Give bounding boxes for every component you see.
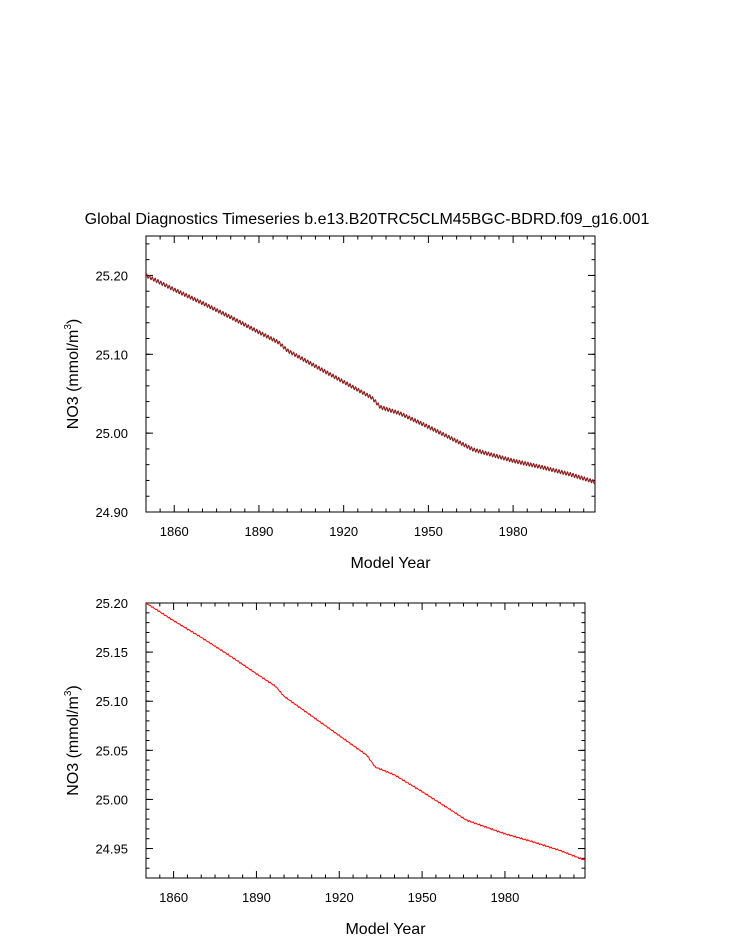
- x-tick-label: 1920: [329, 524, 358, 539]
- y-tick-label: 25.00: [95, 426, 128, 441]
- y-tick-label: 24.90: [95, 505, 128, 520]
- y-tick-label: 25.10: [95, 694, 128, 709]
- x-axis-title: Model Year: [350, 555, 431, 572]
- x-axis-title: Model Year: [345, 921, 426, 938]
- x-tick-label: 1920: [325, 890, 354, 905]
- series-line: [146, 273, 595, 485]
- y-tick-label: 25.00: [95, 792, 128, 807]
- panel-bottom: 1860 1890 1920 1950 1980 24.95 25.00 25.05 25.10…: [63, 596, 586, 938]
- y-tick-label: 25.20: [95, 268, 128, 283]
- x-tick-label: 1890: [242, 890, 271, 905]
- y-tick-label: 25.05: [95, 743, 128, 758]
- series-line: [146, 603, 585, 861]
- figure-title: Global Diagnostics Timeseries b.e13.B20T…: [85, 211, 650, 228]
- x-tick-label: 1980: [490, 890, 519, 905]
- y-tick-label: 25.15: [95, 645, 128, 660]
- y-tick-label: 24.95: [95, 842, 128, 857]
- y-tick-label: 25.20: [95, 596, 128, 611]
- x-tick-label: 1860: [159, 890, 188, 905]
- y-axis-title: NO3 (mmol/m3): [63, 685, 82, 795]
- x-tick-label: 1950: [414, 524, 443, 539]
- panel-top: 1860 1890 1920 1950 1980 24.90 25.00 25.10 25.20…: [63, 235, 596, 572]
- x-tick-label: 1890: [244, 524, 273, 539]
- x-tick-label: 1860: [160, 524, 189, 539]
- y-axis-title: NO3 (mmol/m3): [63, 319, 82, 429]
- x-tick-label: 1980: [499, 524, 528, 539]
- y-tick-label: 25.10: [95, 347, 128, 362]
- plot-frame: [145, 235, 596, 513]
- x-tick-label: 1950: [408, 890, 437, 905]
